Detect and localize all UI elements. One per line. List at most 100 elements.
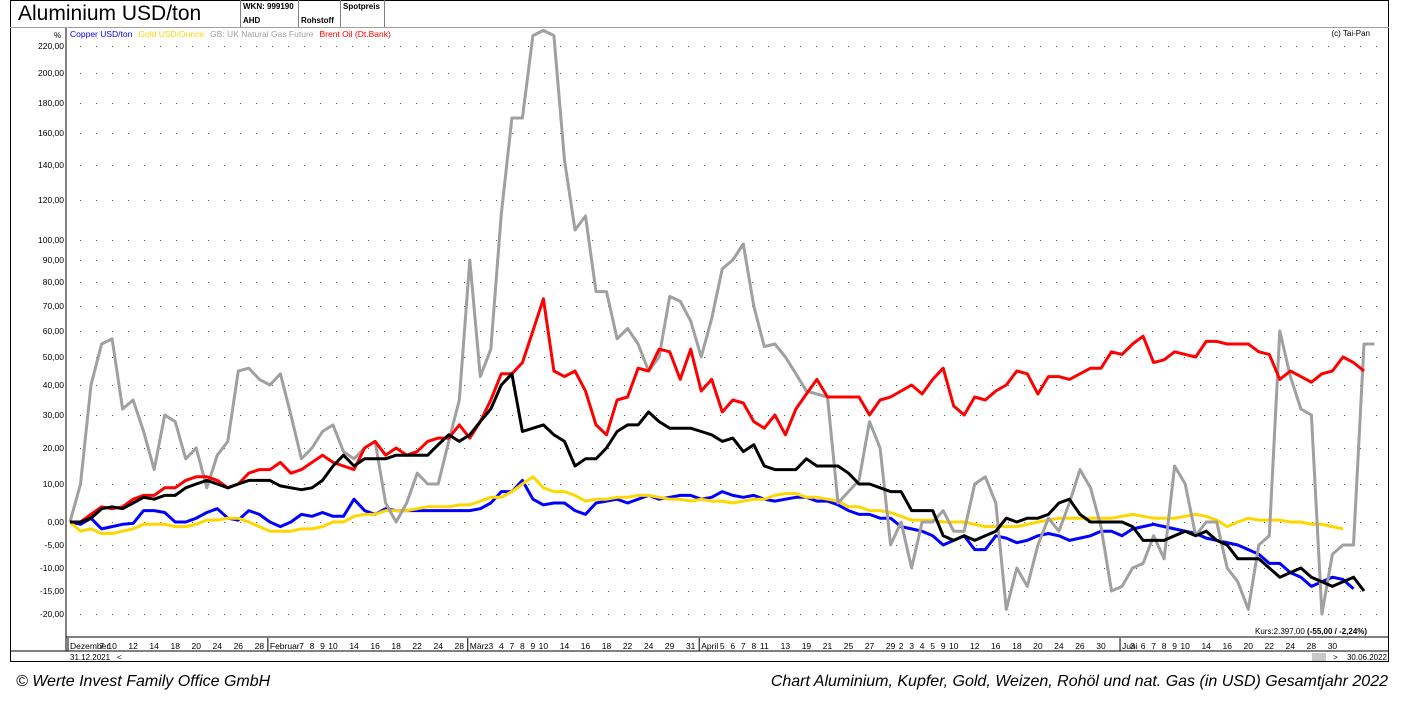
x-tick-label: 20 xyxy=(1244,641,1254,651)
x-month-label: Februar xyxy=(270,641,300,651)
series-line-copper-usd-ton xyxy=(69,478,1355,590)
x-tick-label: 24 xyxy=(1054,641,1064,651)
x-tick-label: 18 xyxy=(391,641,401,651)
y-tick-label: 50,00 xyxy=(43,352,65,362)
y-tick-label: 20,00 xyxy=(43,443,65,453)
x-tick-label: 24 xyxy=(213,641,223,651)
legend-item: Copper USD/ton xyxy=(70,29,133,39)
series-line-brent-oil-dt-bank- xyxy=(70,297,1365,524)
x-tick-label: 26 xyxy=(1075,641,1085,651)
x-tick-label: 19 xyxy=(802,641,812,651)
footer-caption: Chart Aluminium, Kupfer, Gold, Weizen, R… xyxy=(770,673,1388,690)
x-tick-label: 9 xyxy=(531,641,536,651)
x-tick-label: 9 xyxy=(320,641,325,651)
x-tick-label: 14 xyxy=(349,641,359,651)
y-tick-label: 200,00 xyxy=(38,68,64,78)
x-tick-label: 30 xyxy=(1328,641,1338,651)
y-tick-label: 160,00 xyxy=(38,128,64,138)
x-tick-label: 10 xyxy=(949,641,959,651)
y-tick-label: -5,00 xyxy=(45,540,65,550)
x-tick-label: 27 xyxy=(865,641,875,651)
x-tick-label: 7 xyxy=(1151,641,1156,651)
scroll-thumb[interactable] xyxy=(1312,653,1326,661)
type-cell: Rohstoff xyxy=(299,0,341,27)
x-tick-label: 7 xyxy=(741,641,746,651)
x-tick-label: 14 xyxy=(149,641,159,651)
y-tick-label: 40,00 xyxy=(43,380,65,390)
y-tick-label: 180,00 xyxy=(38,98,64,108)
nav-right-button[interactable]: > xyxy=(1333,653,1338,662)
x-tick-label: 5 xyxy=(720,641,725,651)
x-tick-label: 3 xyxy=(488,641,493,651)
x-tick-label: 3 xyxy=(1130,641,1135,651)
x-tick-label: 7 xyxy=(99,641,104,651)
chart-window xyxy=(10,0,1389,662)
nav-left-button[interactable]: < xyxy=(117,653,122,662)
wkn-cell: WKN: 999190 AHD xyxy=(241,0,299,27)
x-tick-label: 10 xyxy=(107,641,117,651)
y-tick-label: 90,00 xyxy=(43,255,65,265)
x-tick-label: 16 xyxy=(1223,641,1233,651)
x-tick-label: 22 xyxy=(412,641,422,651)
x-tick-label: 10 xyxy=(1180,641,1190,651)
date-start: 31.12.2021 xyxy=(70,653,111,662)
y-tick-label: 100,00 xyxy=(38,235,64,245)
x-tick-label: 8 xyxy=(1162,641,1167,651)
x-tick-label: 16 xyxy=(370,641,380,651)
wkn-label: WKN: 999190 xyxy=(243,2,294,11)
y-tick-label: 0,00 xyxy=(47,517,64,527)
x-tick-label: 28 xyxy=(255,641,265,651)
y-tick-label: 70,00 xyxy=(43,301,65,311)
y-tick-label: 140,00 xyxy=(38,160,64,170)
x-tick-label: 22 xyxy=(623,641,633,651)
kurs-label: Kurs:2.397,00 (-55,00 / -2,24%) xyxy=(1255,627,1367,636)
x-tick-label: 6 xyxy=(730,641,735,651)
x-tick-label: 4 xyxy=(920,641,925,651)
date-end: 30.06.2022 xyxy=(1347,653,1388,662)
x-tick-label: 8 xyxy=(751,641,756,651)
y-tick-label: 220,00 xyxy=(38,41,64,51)
series-line-aluminium-usd-ton xyxy=(70,372,1366,592)
legend-item: Brent Oil (Dt.Bank) xyxy=(320,29,391,39)
y-tick-label: 60,00 xyxy=(43,326,65,336)
x-tick-label: 12 xyxy=(128,641,138,651)
x-tick-label: 25 xyxy=(844,641,854,651)
x-tick-label: 14 xyxy=(1201,641,1211,651)
y-tick-label: 120,00 xyxy=(38,195,64,205)
x-tick-label: 30 xyxy=(1096,641,1106,651)
series-line-gold-usd-ounce xyxy=(69,475,1344,535)
x-month-label: April xyxy=(701,641,718,651)
x-tick-label: 26 xyxy=(234,641,244,651)
x-month-label: März xyxy=(470,641,489,651)
chart-title: Aluminium USD/ton xyxy=(10,0,241,27)
x-tick-label: 18 xyxy=(602,641,612,651)
x-tick-label: 31 xyxy=(686,641,696,651)
price-label: Spotpreis xyxy=(343,2,380,11)
y-tick-label: -10,00 xyxy=(40,563,64,573)
x-tick-label: 9 xyxy=(941,641,946,651)
x-month-label: Dezember xyxy=(70,641,109,651)
chart-header: Aluminium USD/ton WKN: 999190 AHD Rohsto… xyxy=(10,0,1389,28)
x-tick-label: 5 xyxy=(930,641,935,651)
x-tick-label: 10 xyxy=(539,641,549,651)
footer-copyright: © Werte Invest Family Office GmbH xyxy=(16,673,271,690)
x-tick-label: 28 xyxy=(455,641,465,651)
x-tick-label: 8 xyxy=(520,641,525,651)
x-tick-label: 7 xyxy=(299,641,304,651)
y-tick-label: -15,00 xyxy=(40,586,64,596)
x-tick-label: 21 xyxy=(823,641,833,651)
x-tick-label: 16 xyxy=(581,641,591,651)
x-tick-label: 24 xyxy=(644,641,654,651)
ahd-label: AHD xyxy=(243,16,261,25)
x-tick-label: 20 xyxy=(1033,641,1043,651)
y-tick-label: 80,00 xyxy=(43,277,65,287)
x-tick-label: 24 xyxy=(433,641,443,651)
x-tick-label: 11 xyxy=(760,641,769,651)
x-tick-label: 28 xyxy=(1307,641,1317,651)
price-cell: Spotpreis xyxy=(341,0,385,27)
x-tick-label: 22 xyxy=(1265,641,1275,651)
credit-label: (c) Tai-Pan xyxy=(1331,29,1370,38)
x-tick-label: 3 xyxy=(909,641,914,651)
x-tick-label: 12 xyxy=(970,641,980,651)
